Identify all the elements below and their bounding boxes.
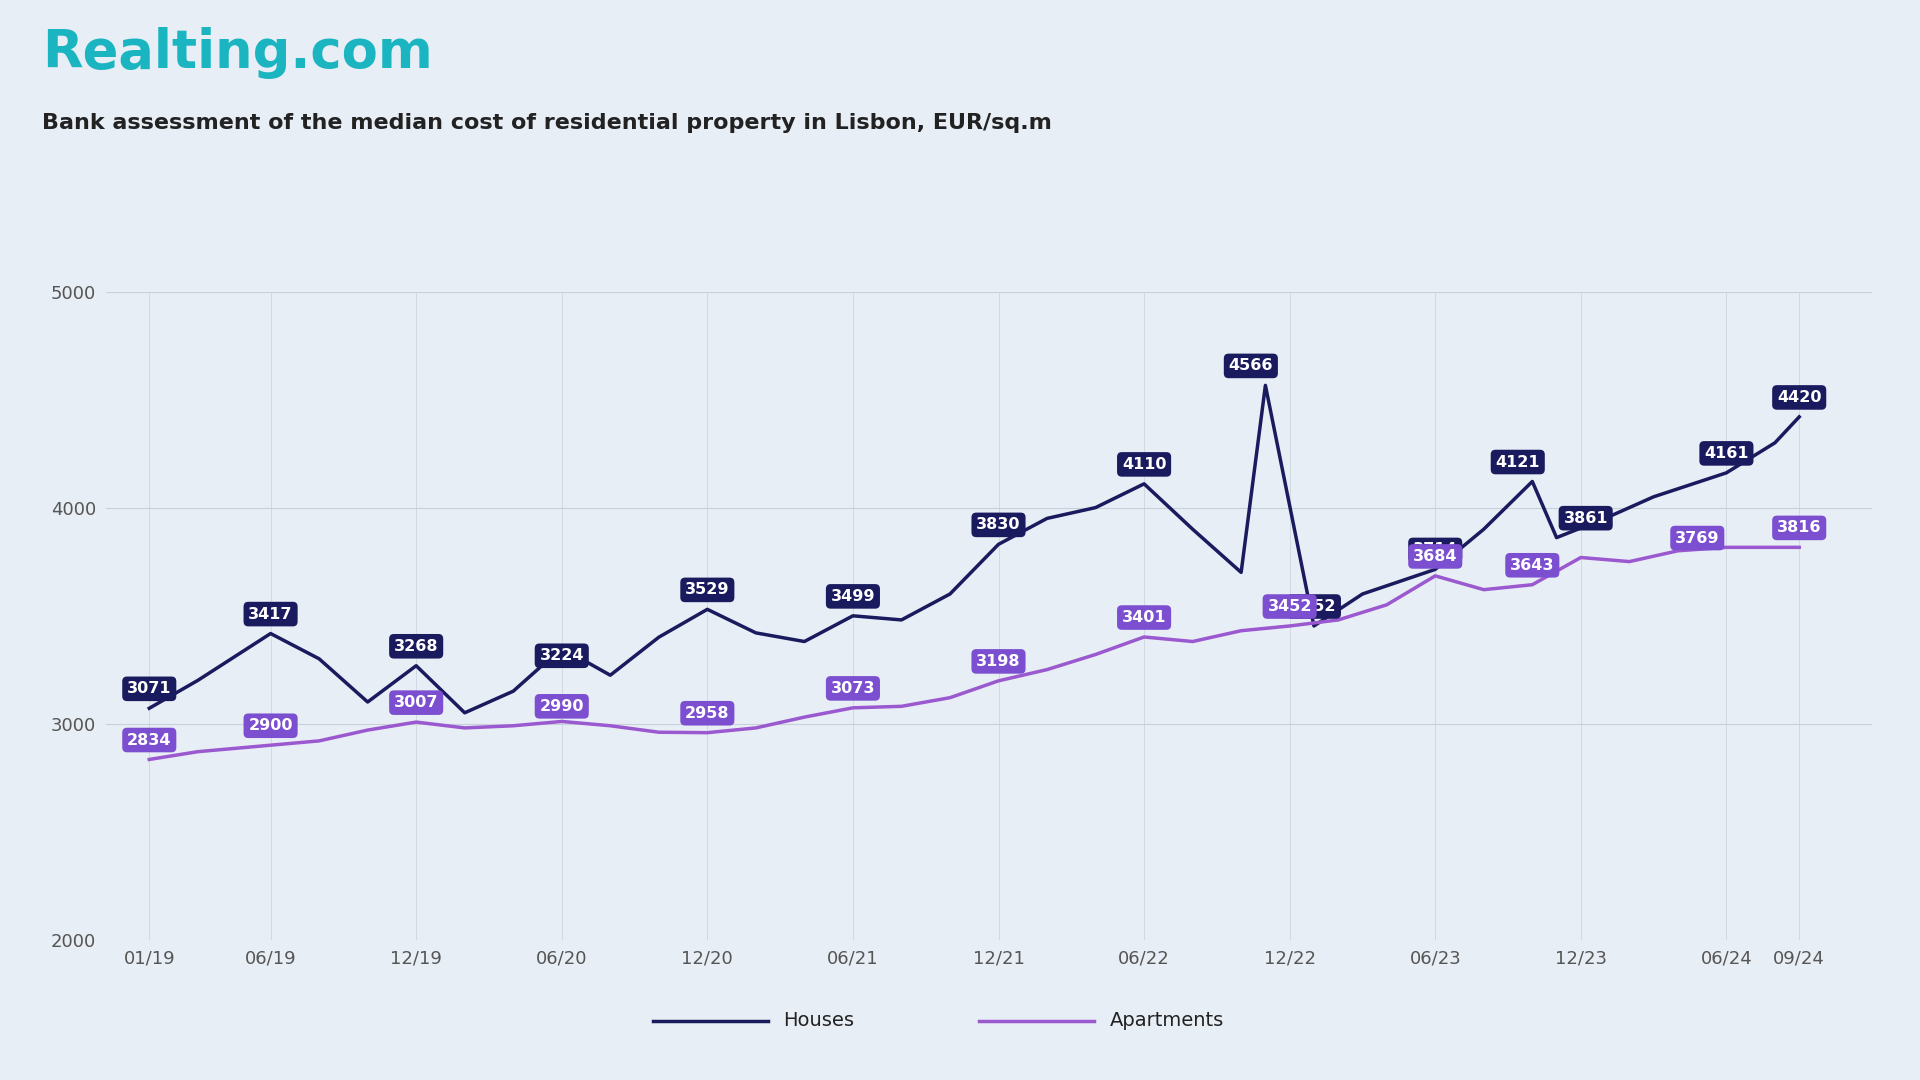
Text: Houses: Houses (783, 1011, 854, 1030)
Text: 2990: 2990 (540, 699, 584, 714)
Text: 4110: 4110 (1121, 457, 1165, 472)
Text: 3401: 3401 (1121, 610, 1165, 625)
Text: 3816: 3816 (1776, 521, 1822, 536)
Text: 3769: 3769 (1674, 530, 1720, 545)
Text: 3684: 3684 (1413, 549, 1457, 564)
Text: 3499: 3499 (831, 589, 876, 604)
Text: 3529: 3529 (685, 582, 730, 597)
Text: 3643: 3643 (1509, 557, 1555, 572)
Text: 3073: 3073 (831, 680, 876, 696)
Text: 3452: 3452 (1267, 599, 1311, 615)
Text: 3452: 3452 (1292, 599, 1336, 615)
Text: Apartments: Apartments (1110, 1011, 1225, 1030)
Text: 2958: 2958 (685, 705, 730, 720)
Text: 2834: 2834 (127, 732, 171, 747)
Text: 3714: 3714 (1413, 542, 1457, 557)
Text: 3224: 3224 (540, 648, 584, 663)
Text: Realting.com: Realting.com (42, 27, 434, 79)
Text: 3071: 3071 (127, 681, 171, 697)
Text: 4121: 4121 (1496, 455, 1540, 470)
Text: 3417: 3417 (248, 607, 294, 622)
Text: 3007: 3007 (394, 696, 438, 711)
Text: 4420: 4420 (1776, 390, 1822, 405)
Text: 2900: 2900 (248, 718, 294, 733)
Text: 3268: 3268 (394, 638, 438, 653)
Text: 3198: 3198 (975, 653, 1021, 669)
Text: 4566: 4566 (1229, 359, 1273, 374)
Text: 3861: 3861 (1563, 511, 1607, 526)
Text: 4161: 4161 (1705, 446, 1749, 461)
Text: 3830: 3830 (975, 517, 1021, 532)
Text: Bank assessment of the median cost of residential property in Lisbon, EUR/sq.m: Bank assessment of the median cost of re… (42, 113, 1052, 134)
